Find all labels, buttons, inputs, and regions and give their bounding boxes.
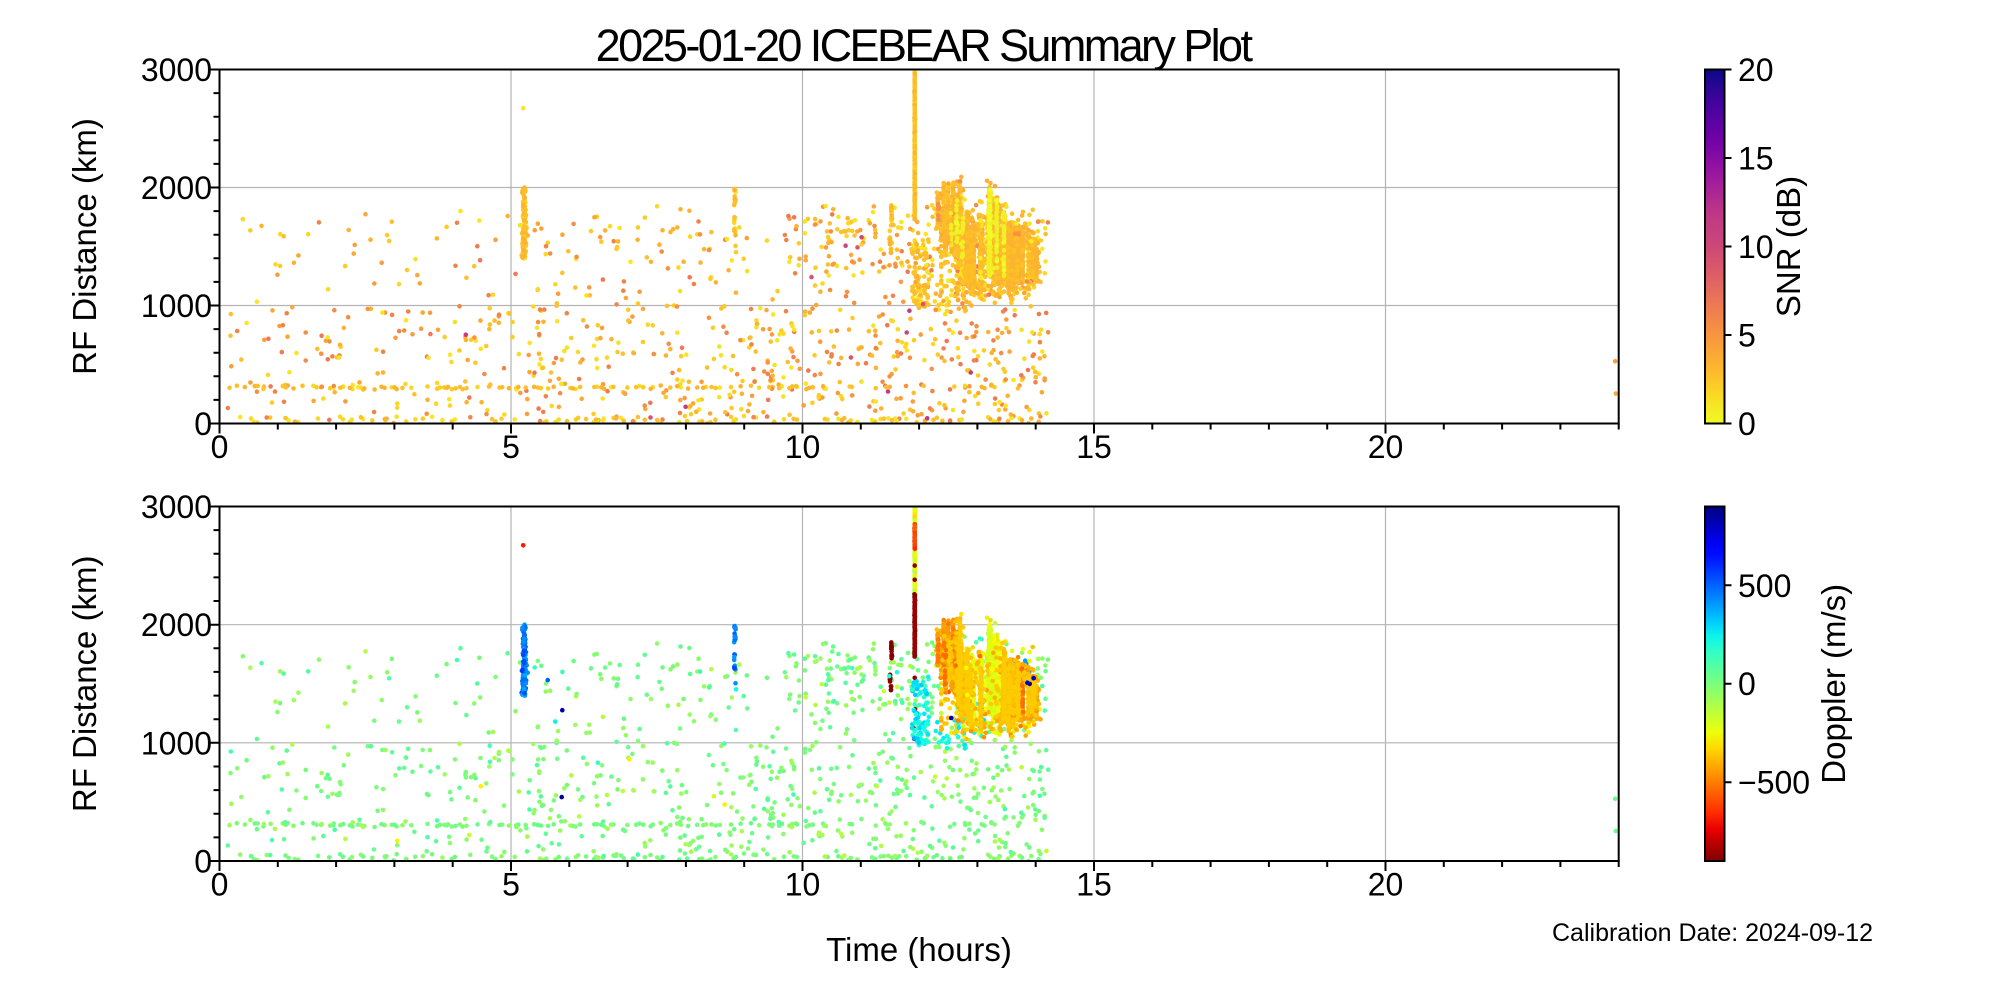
svg-text:1000: 1000	[141, 725, 212, 761]
svg-text:Time (hours): Time (hours)	[826, 931, 1012, 968]
svg-text:5: 5	[502, 429, 520, 465]
svg-text:1000: 1000	[141, 288, 212, 324]
svg-text:−500: −500	[1738, 765, 1810, 801]
svg-text:2000: 2000	[141, 170, 212, 206]
svg-text:2000: 2000	[141, 607, 212, 643]
svg-text:15: 15	[1076, 867, 1112, 903]
svg-text:2025-01-20 ICEBEAR Summary Plo: 2025-01-20 ICEBEAR Summary Plot	[596, 20, 1254, 71]
svg-text:RF Distance (km): RF Distance (km)	[66, 555, 103, 812]
svg-text:3000: 3000	[141, 52, 212, 88]
svg-text:0: 0	[194, 406, 212, 442]
svg-text:20: 20	[1368, 429, 1404, 465]
svg-text:10: 10	[785, 429, 821, 465]
svg-text:3000: 3000	[141, 489, 212, 525]
svg-text:15: 15	[1738, 141, 1774, 177]
svg-text:0: 0	[211, 867, 229, 903]
svg-text:Calibration Date: 2024-09-12: Calibration Date: 2024-09-12	[1552, 919, 1873, 947]
svg-text:5: 5	[1738, 318, 1756, 354]
svg-text:Doppler (m/s): Doppler (m/s)	[1815, 584, 1852, 784]
svg-text:0: 0	[211, 429, 229, 465]
svg-text:10: 10	[1738, 229, 1774, 265]
svg-text:20: 20	[1738, 52, 1774, 88]
svg-text:500: 500	[1738, 568, 1791, 604]
svg-text:20: 20	[1368, 867, 1404, 903]
svg-text:10: 10	[785, 867, 821, 903]
svg-text:SNR (dB): SNR (dB)	[1770, 176, 1807, 317]
svg-text:5: 5	[502, 867, 520, 903]
svg-text:0: 0	[1738, 666, 1756, 702]
svg-text:0: 0	[194, 844, 212, 880]
svg-text:15: 15	[1076, 429, 1112, 465]
svg-text:0: 0	[1738, 406, 1756, 442]
svg-text:RF Distance (km): RF Distance (km)	[66, 118, 103, 375]
